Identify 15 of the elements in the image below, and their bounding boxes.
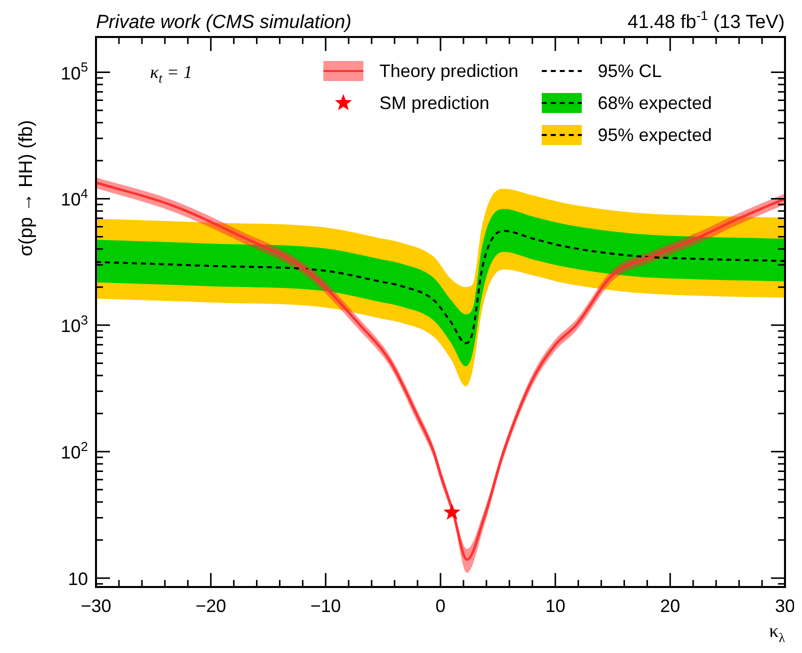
legend-label: 95% CL [598,61,662,81]
x-tick-label: −30 [80,596,112,616]
y-tick-label: 10 [68,569,88,590]
legend-label: Theory prediction [379,61,518,81]
x-tick-label: 0 [435,596,446,616]
legend-label: SM prediction [379,93,490,113]
chart-title: Private work (CMS simulation) [96,12,352,33]
x-tick-label: 30 [774,596,796,616]
x-tick-label: 10 [545,596,566,616]
x-tick-label: −10 [310,596,341,616]
x-tick-label: −20 [196,596,226,616]
y-axis-title: σ(pp → HH) (fb) [16,120,37,256]
legend-label: 95% expected [598,125,712,145]
legend-label: 68% expected [598,93,712,113]
x-tick-label: 20 [660,596,680,616]
